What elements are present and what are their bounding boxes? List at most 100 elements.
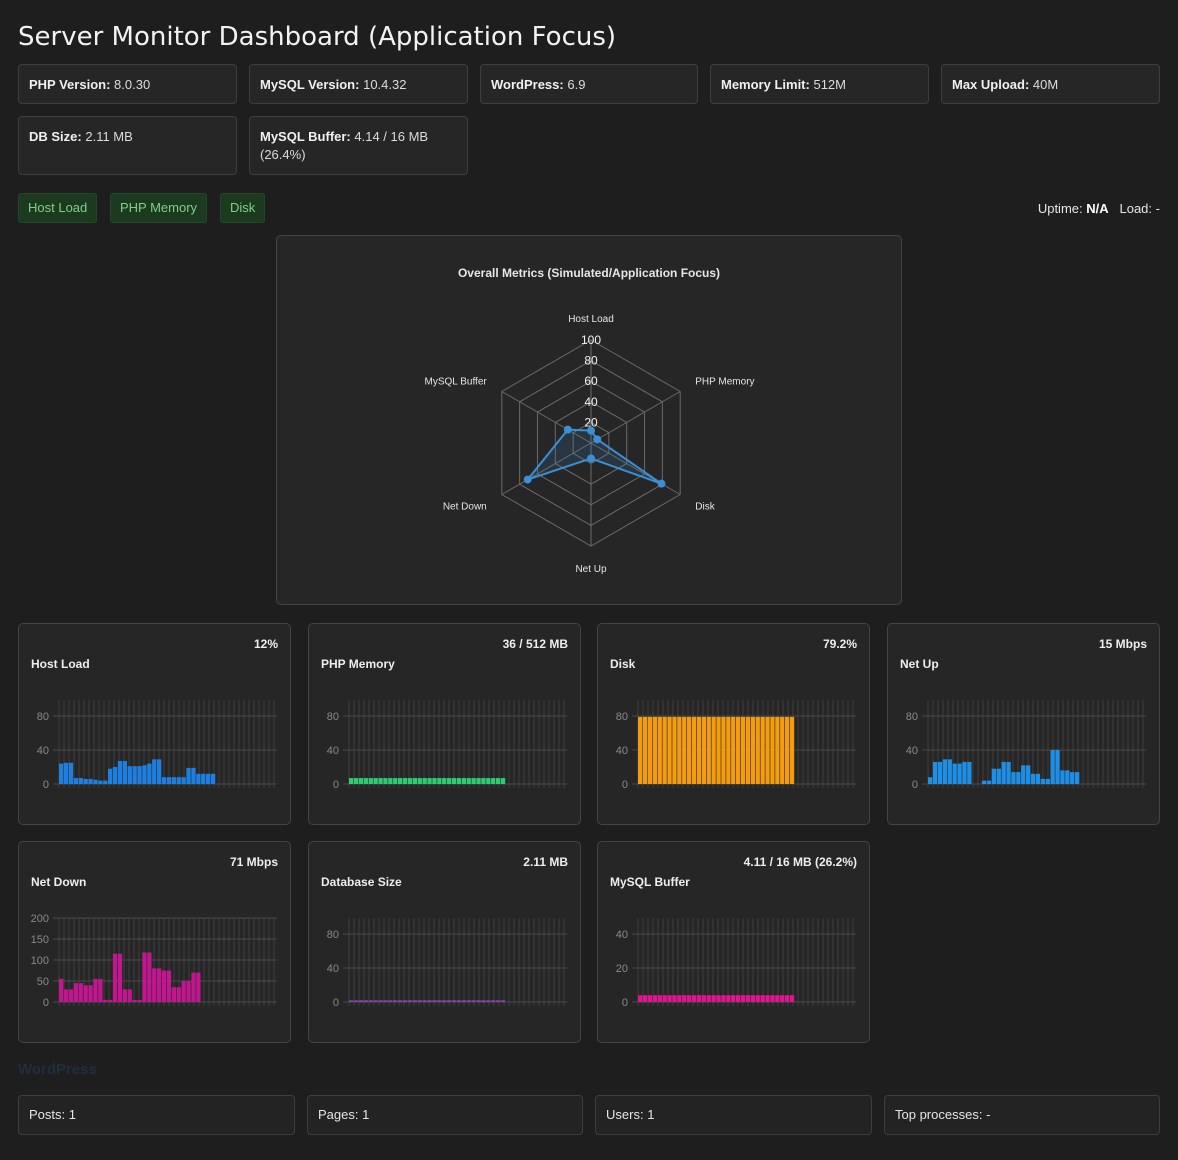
- bar: [451, 778, 457, 784]
- bar: [647, 995, 653, 1002]
- bar: [142, 765, 147, 784]
- bar: [161, 777, 167, 784]
- stat-label: Pages:: [318, 1107, 359, 1122]
- bar: [88, 985, 93, 1002]
- y-tick-label: 80: [327, 929, 339, 941]
- bar: [657, 716, 662, 784]
- bar: [711, 995, 716, 1002]
- bar: [442, 778, 447, 784]
- bar: [672, 995, 677, 1002]
- chart-value: 4.11 / 16 MB (26.2%): [743, 855, 857, 869]
- bar: [638, 716, 643, 784]
- bar: [1075, 772, 1080, 784]
- bar: [755, 716, 760, 784]
- bar: [196, 773, 201, 784]
- mysql-buffer-chart: 0 20 40: [616, 918, 856, 1009]
- bar: [383, 778, 388, 784]
- bar: [706, 716, 711, 784]
- radar-category-label: Host Load: [568, 314, 614, 325]
- bar: [353, 1000, 359, 1002]
- bar: [112, 953, 118, 1002]
- info-value: 40M: [1032, 77, 1059, 92]
- bar: [967, 761, 972, 784]
- stat-card-top-processes: Top processes: -: [884, 1095, 1160, 1135]
- bar: [750, 995, 755, 1002]
- bar: [147, 763, 152, 784]
- bar: [373, 1000, 378, 1002]
- bar: [422, 1000, 427, 1002]
- bar: [393, 1000, 398, 1002]
- chart-title: Host Load: [31, 657, 90, 671]
- bar: [383, 1000, 388, 1002]
- bar: [206, 773, 211, 784]
- bar: [417, 778, 422, 784]
- bar: [201, 773, 206, 784]
- bar: [93, 978, 98, 1002]
- tab-disk[interactable]: Disk: [220, 193, 266, 223]
- bar: [358, 778, 364, 784]
- bar: [166, 777, 172, 784]
- bar: [942, 759, 947, 784]
- y-tick-label: 20: [616, 963, 628, 975]
- info-card-mysql-buffer: MySQL Buffer: 4.14 / 16 MB (26.4%): [249, 116, 468, 175]
- bar: [476, 1000, 481, 1002]
- bar: [1055, 750, 1060, 784]
- bar: [1006, 761, 1011, 784]
- tab-php-memory[interactable]: PHP Memory: [110, 193, 208, 223]
- bar: [760, 716, 765, 784]
- bar: [388, 778, 393, 784]
- bar: [481, 1000, 486, 1002]
- info-label: PHP Version:: [29, 77, 111, 92]
- chart-card-net-down: 71 Mbps Net Down 0 50 100 150 200: [18, 841, 291, 1043]
- bar: [642, 995, 648, 1002]
- radar-spoke: [590, 442, 681, 495]
- bar: [196, 972, 201, 1002]
- radar-tick-label: 20: [584, 415, 598, 429]
- bar: [1065, 770, 1070, 784]
- bar: [500, 1000, 506, 1002]
- bar: [696, 995, 702, 1002]
- bar: [1030, 773, 1036, 784]
- bar: [691, 995, 697, 1002]
- bar: [117, 761, 123, 784]
- bar: [726, 995, 731, 1002]
- info-label: MySQL Version:: [260, 77, 360, 92]
- bar: [451, 1000, 457, 1002]
- bar: [108, 768, 113, 784]
- bar: [789, 716, 795, 784]
- bar: [765, 995, 770, 1002]
- bar: [422, 778, 427, 784]
- radar-tick-label: 80: [584, 354, 598, 368]
- bar: [1016, 772, 1021, 784]
- y-tick-label: 0: [333, 779, 339, 791]
- radar-chart: 20 40 60 80 100 Host Load PHP Memory Disk Net Up…: [424, 314, 754, 575]
- bar: [672, 716, 677, 784]
- bar: [358, 1000, 364, 1002]
- bar: [122, 761, 127, 784]
- chart-value: 2.11 MB: [523, 855, 568, 869]
- chart-value: 79.2%: [822, 637, 857, 651]
- bar: [780, 995, 785, 1002]
- radar-tick-label: 40: [584, 395, 598, 409]
- uptime-label: Uptime:: [1037, 201, 1083, 216]
- info-label: Max Upload:: [952, 77, 1030, 92]
- radar-category-label: Net Down: [443, 502, 487, 513]
- bar: [407, 1000, 413, 1002]
- bar: [662, 716, 667, 784]
- y-tick-label: 40: [37, 745, 49, 757]
- bar: [716, 716, 721, 784]
- bar: [770, 995, 775, 1002]
- bar: [349, 778, 354, 784]
- stat-card-users: Users: 1: [595, 1095, 872, 1135]
- bar: [398, 778, 403, 784]
- bar: [412, 778, 417, 784]
- bar: [73, 983, 78, 1002]
- bar: [363, 778, 368, 784]
- bar: [780, 716, 785, 784]
- bar: [112, 767, 118, 784]
- tab-host-load[interactable]: Host Load: [18, 193, 98, 223]
- info-value: 10.4.32: [363, 77, 407, 92]
- bar: [103, 780, 108, 784]
- y-tick-label: 80: [616, 711, 628, 723]
- bar: [191, 972, 196, 1002]
